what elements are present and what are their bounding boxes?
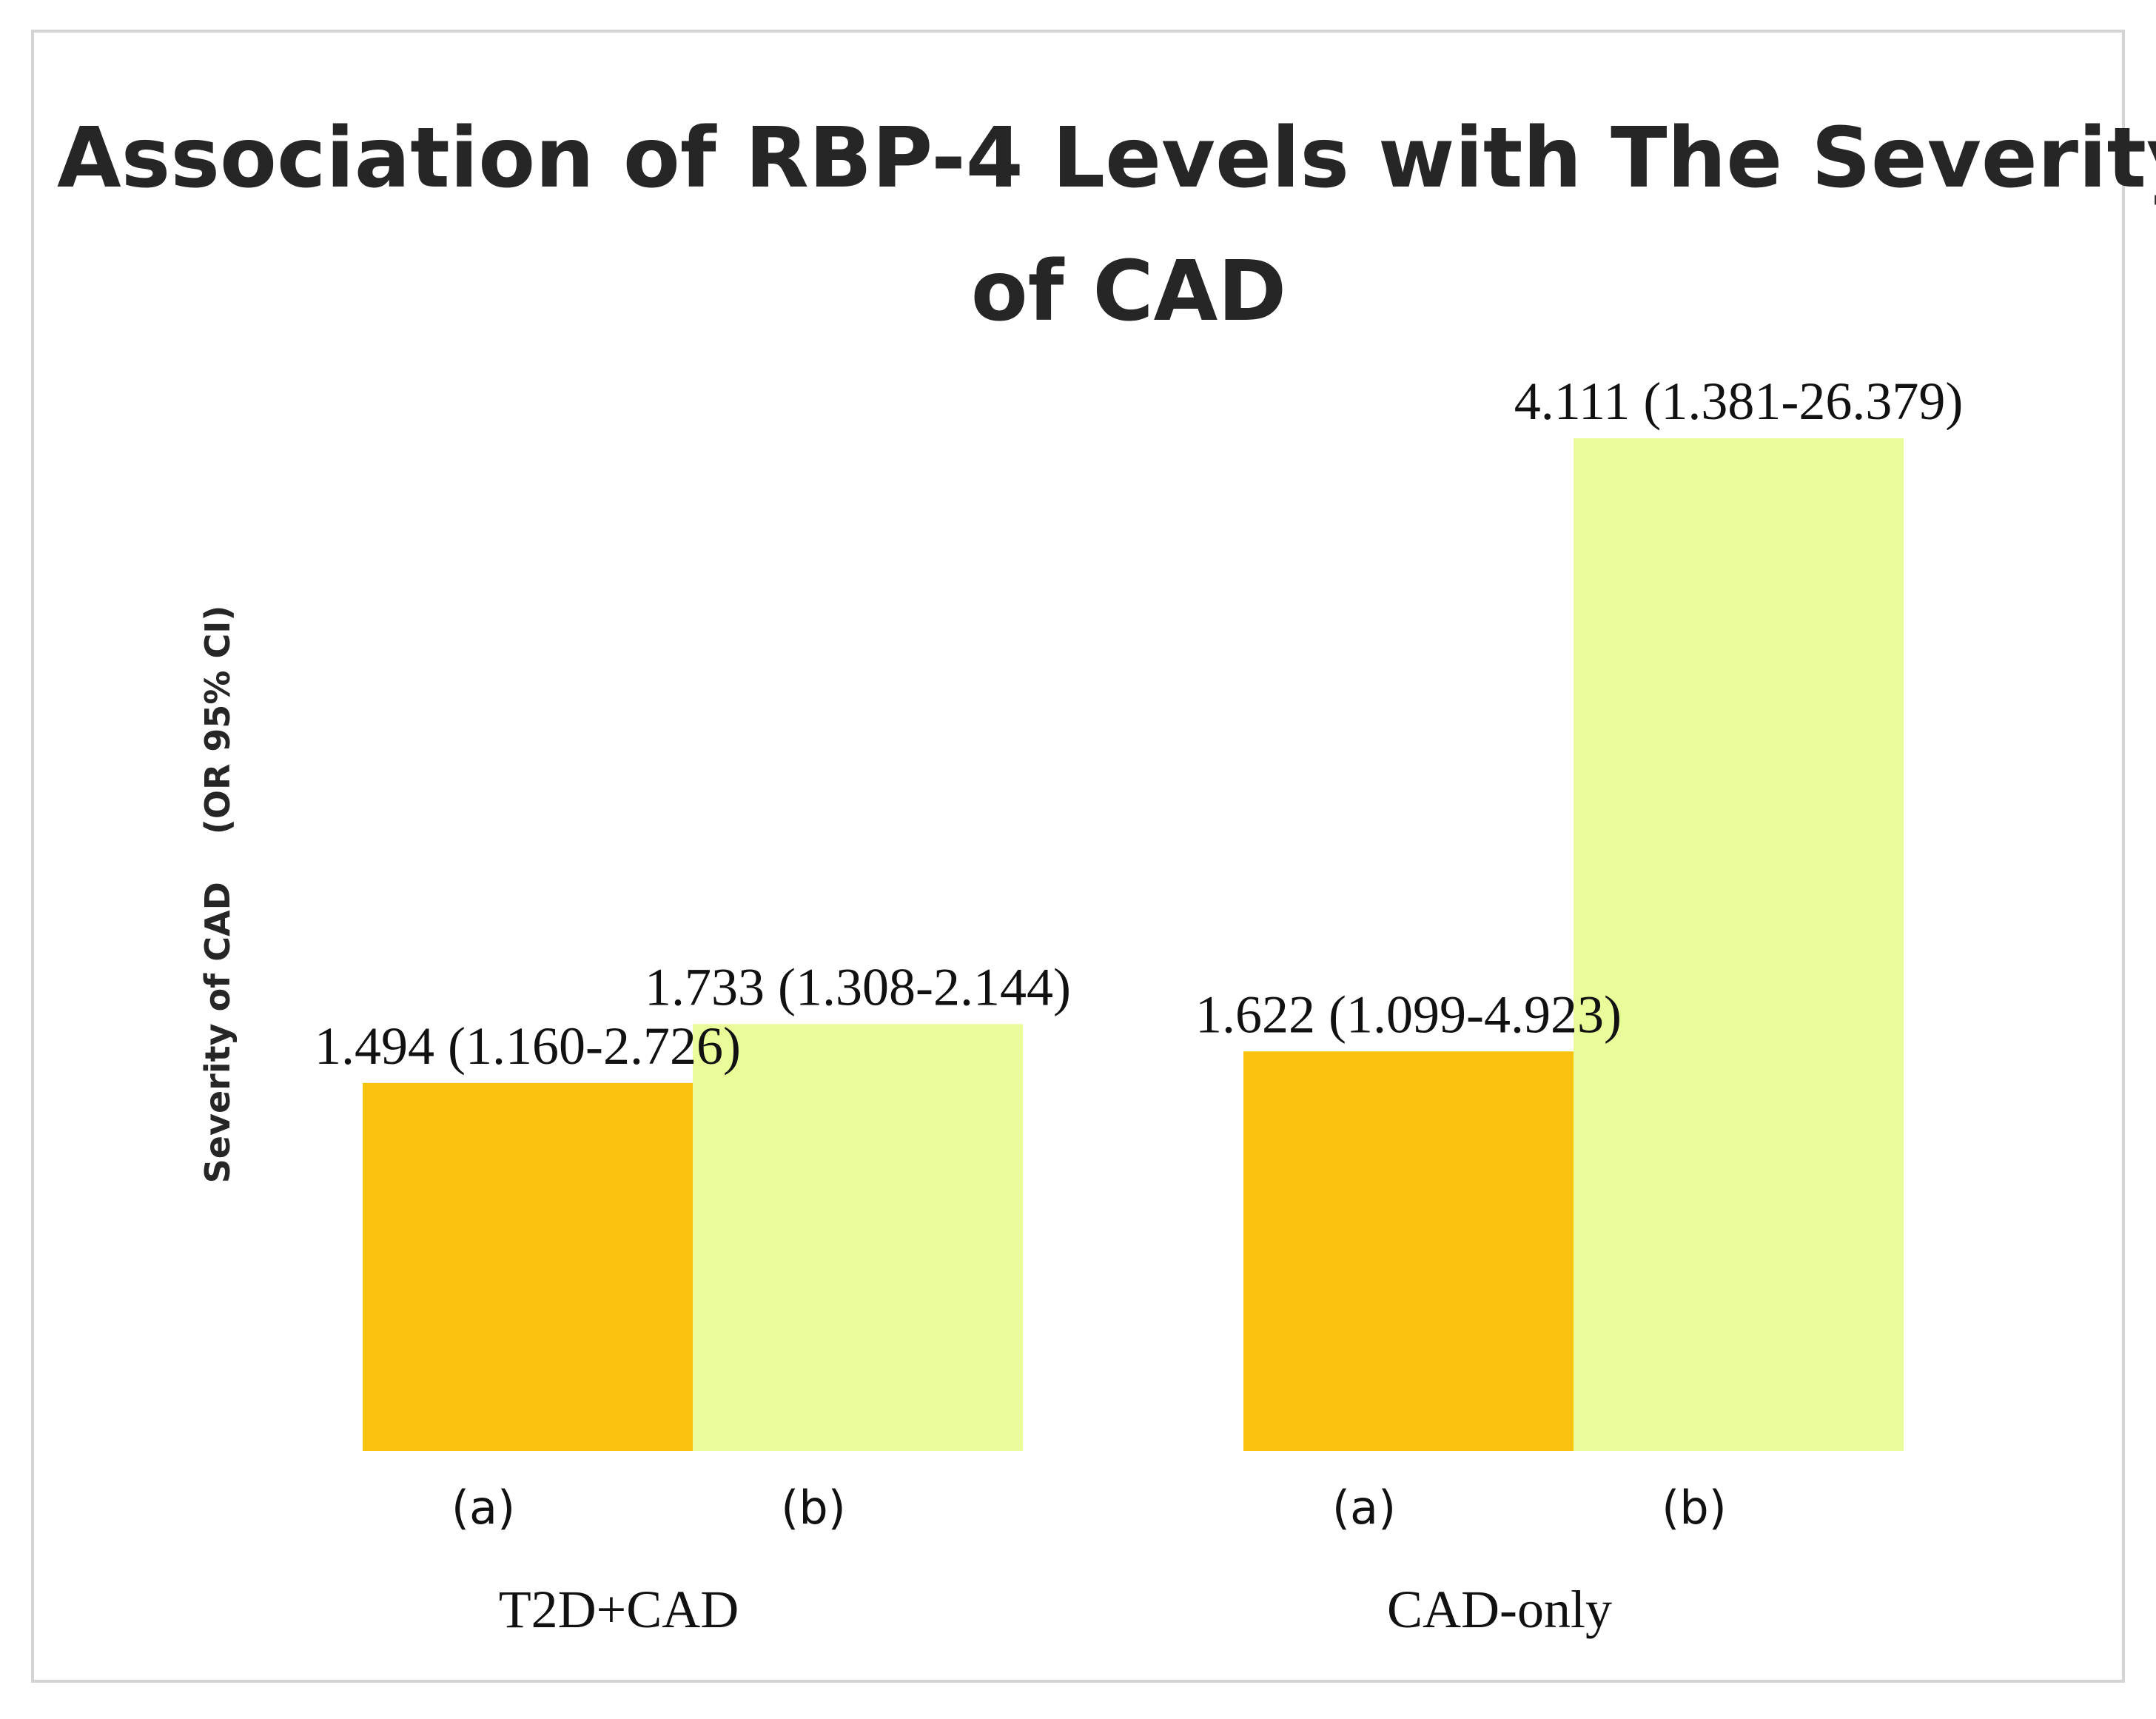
bar-t2d-cad-b (693, 1024, 1023, 1451)
bar-cad-only-b (1574, 438, 1904, 1451)
x-tick-label: (b) (781, 1481, 846, 1535)
chart-title-line-2: of CAD (971, 244, 1287, 340)
y-axis-label: Severity of CAD (OR 95% CI) (198, 606, 238, 1184)
group-label: CAD-only (1387, 1580, 1612, 1639)
x-tick-label: (b) (1662, 1481, 1727, 1535)
chart-title-line-1: Association of RBP-4 Levels with The Sev… (57, 110, 2156, 207)
labels-layer: 1.494 (1.160-2.726) (a) 1.733 (1.308-2.144… (315, 372, 1963, 1639)
x-tick-label: (a) (451, 1481, 515, 1535)
data-label: 1.494 (1.160-2.726) (315, 1016, 741, 1076)
group-label: T2D+CAD (499, 1580, 739, 1639)
bars-layer (363, 438, 1904, 1451)
x-tick-label: (a) (1332, 1481, 1396, 1535)
bar-t2d-cad-a (363, 1082, 693, 1451)
bar-cad-only-a (1243, 1051, 1574, 1451)
data-label: 4.111 (1.381-26.379) (1514, 372, 1964, 431)
data-label: 1.622 (1.099-4.923) (1195, 985, 1622, 1044)
data-label: 1.733 (1.308-2.144) (645, 957, 1071, 1016)
